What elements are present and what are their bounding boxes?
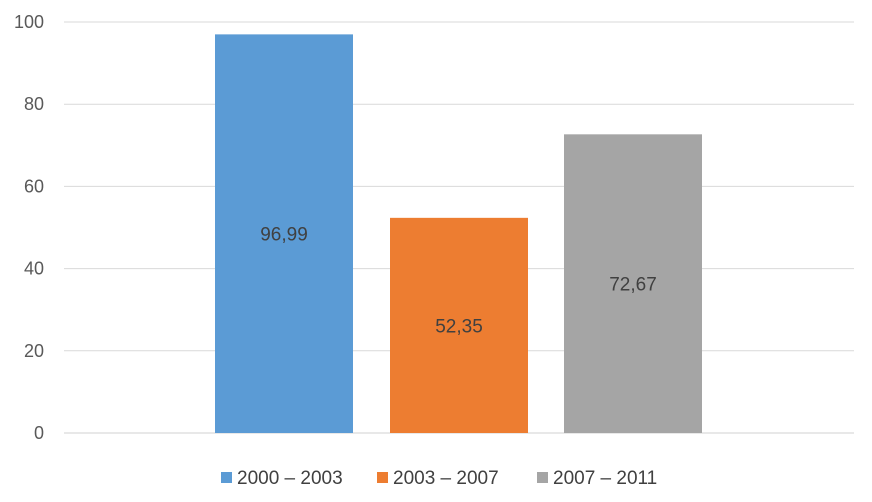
- bar: [390, 217, 528, 433]
- y-tick-label: 80: [24, 94, 44, 114]
- legend-swatch: [537, 472, 548, 483]
- y-tick-label: 100: [14, 12, 44, 32]
- legend-label: 2007 – 2011: [553, 468, 657, 489]
- y-tick-label: 60: [24, 176, 44, 196]
- bars: [215, 34, 702, 434]
- legend-swatch: [377, 472, 388, 483]
- data-label: 52,35: [435, 316, 483, 337]
- y-tick-label: 40: [24, 259, 44, 279]
- legend: 2000 – 2003 2003 – 2007 2007 – 2011: [221, 468, 657, 489]
- y-tick-label: 0: [34, 423, 44, 443]
- data-label: 72,67: [609, 275, 657, 296]
- bar: [215, 34, 353, 434]
- legend-swatch: [221, 472, 232, 483]
- data-label: 96,99: [260, 225, 308, 246]
- bar: [564, 134, 702, 433]
- legend-label: 2000 – 2003: [237, 468, 343, 489]
- data-labels: 96,99 52,35 72,67: [260, 225, 657, 338]
- y-tick-label: 20: [24, 341, 44, 361]
- legend-label: 2003 – 2007: [393, 468, 499, 489]
- y-axis-ticks: 0 20 40 60 80 100: [14, 12, 44, 443]
